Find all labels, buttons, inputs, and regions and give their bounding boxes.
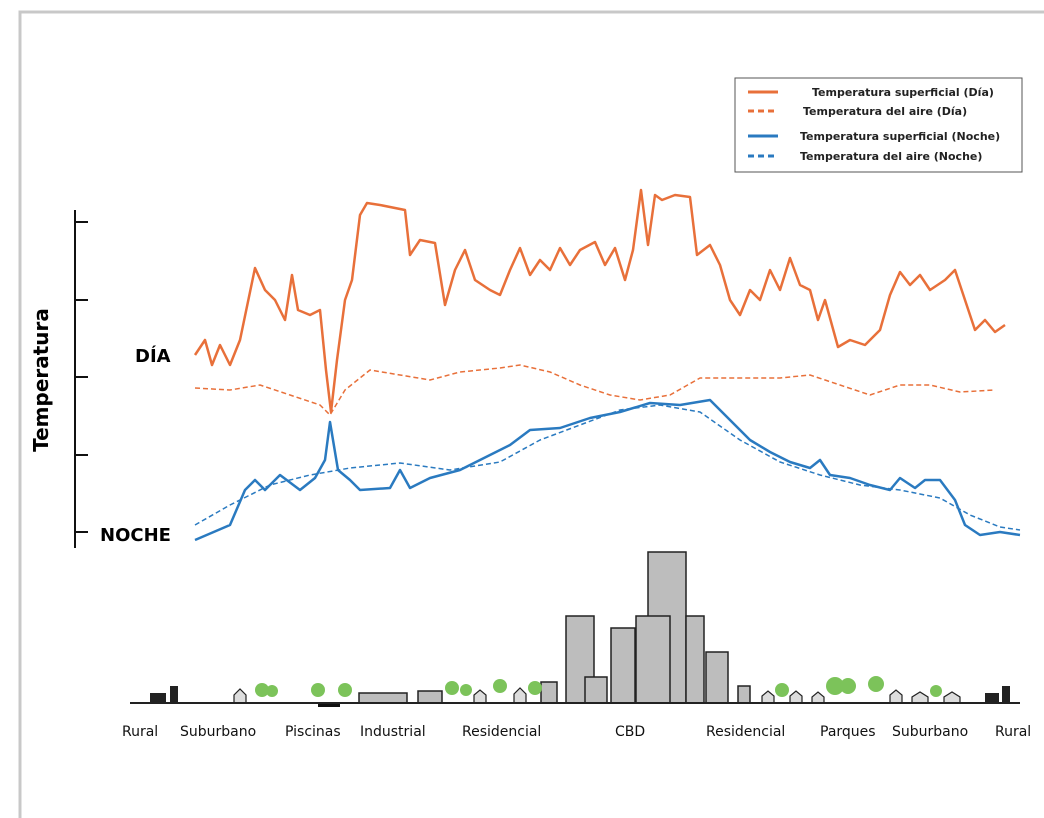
y-axis-label: Temperatura — [29, 308, 53, 452]
zone-label: Piscinas — [285, 724, 341, 740]
night-surface — [194, 398, 1021, 542]
zone-labels: Rural Suburbano Piscinas Industrial Resi… — [122, 724, 1031, 740]
legend-entry: Temperatura del aire (Noche) — [800, 150, 982, 163]
zone-label: Industrial — [360, 724, 426, 740]
zone-label: Suburbano — [180, 724, 256, 740]
day-surface — [193, 188, 1006, 414]
legend: Temperatura superficial (Día) Temperatur… — [734, 77, 1023, 173]
zone-label: Residencial — [706, 724, 785, 740]
curves — [193, 188, 1021, 542]
night-label: NOCHE — [100, 525, 171, 546]
legend-entry: Temperatura del aire (Día) — [803, 105, 967, 118]
zone-label: Parques — [820, 724, 876, 740]
day-air — [194, 364, 996, 416]
zone-label: Suburbano — [892, 724, 968, 740]
y-axis — [74, 210, 88, 548]
zone-label: CBD — [615, 724, 645, 740]
frame — [18, 10, 1044, 818]
legend-entry: Temperatura superficial (Noche) — [800, 130, 1000, 143]
legend-entry: Temperatura superficial (Día) — [812, 86, 994, 99]
zone-label: Residencial — [462, 724, 541, 740]
day-label: DÍA — [135, 345, 171, 367]
night-air — [194, 404, 1021, 531]
zone-label: Rural — [995, 724, 1031, 740]
city-profile — [130, 551, 1020, 707]
zone-label: Rural — [122, 724, 158, 740]
